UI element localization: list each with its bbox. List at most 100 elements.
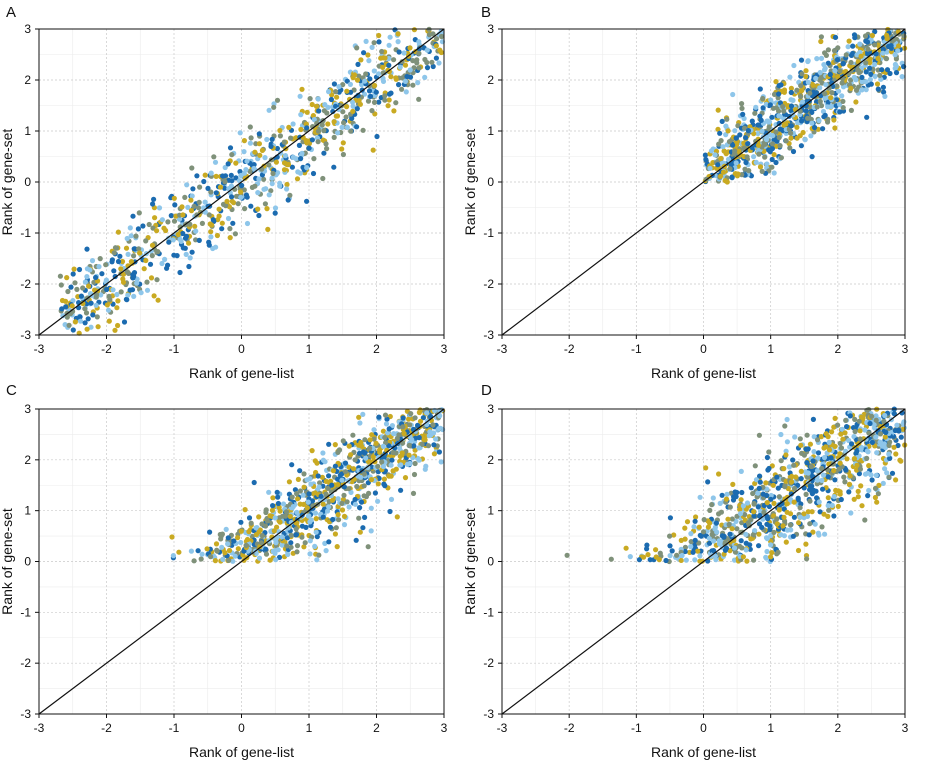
data-point <box>838 445 845 451</box>
data-point <box>813 90 819 96</box>
data-point <box>301 484 307 490</box>
data-point <box>732 549 739 555</box>
y-tick-label: 3 <box>24 22 31 36</box>
data-point <box>287 513 293 520</box>
data-point <box>304 109 310 115</box>
data-point <box>358 57 364 63</box>
data-point <box>809 120 815 126</box>
data-point <box>719 118 725 124</box>
data-point <box>696 524 702 530</box>
data-point <box>423 463 429 469</box>
data-point <box>109 259 115 265</box>
data-point <box>774 521 780 527</box>
data-point <box>840 60 847 67</box>
data-point <box>350 108 356 114</box>
data-point <box>263 546 269 552</box>
data-point <box>295 169 301 175</box>
data-point <box>180 212 186 218</box>
data-point <box>798 57 805 63</box>
data-point <box>657 550 663 556</box>
data-point <box>814 104 820 110</box>
data-point <box>778 155 785 161</box>
data-point <box>873 434 879 440</box>
data-point <box>697 494 703 500</box>
data-point <box>688 539 694 545</box>
data-point <box>115 258 122 265</box>
data-point <box>152 215 158 221</box>
data-point <box>385 430 391 436</box>
data-point <box>128 233 134 239</box>
panel-letter-a: A <box>6 4 16 21</box>
data-point <box>326 473 332 479</box>
data-point <box>125 292 131 298</box>
data-point <box>733 494 739 500</box>
data-point <box>230 220 236 226</box>
data-point <box>282 153 289 159</box>
data-point <box>706 540 713 546</box>
data-point <box>162 256 168 262</box>
data-point <box>855 488 861 494</box>
data-point <box>729 174 735 180</box>
data-point <box>115 229 121 235</box>
data-point <box>356 442 362 448</box>
data-point <box>724 491 730 497</box>
data-point <box>645 552 651 558</box>
data-point <box>874 499 880 505</box>
data-point <box>272 515 278 521</box>
data-point <box>778 431 784 438</box>
data-point <box>118 289 124 295</box>
y-tick-label: -2 <box>483 277 494 291</box>
data-point <box>811 449 817 455</box>
data-point <box>202 199 208 205</box>
data-point <box>301 544 307 550</box>
data-point <box>381 476 387 482</box>
data-point <box>208 229 214 235</box>
ticks-d: -3 -2 -1 0 1 2 3 -3 -2 -1 0 1 2 3 <box>483 402 908 735</box>
data-point <box>274 97 281 103</box>
data-point <box>195 548 201 554</box>
data-point <box>869 32 876 39</box>
data-point <box>862 427 868 433</box>
data-point <box>852 428 858 435</box>
data-point <box>783 452 789 458</box>
data-point <box>759 128 765 134</box>
data-point <box>379 459 385 465</box>
data-point <box>721 534 727 540</box>
data-point <box>232 553 238 559</box>
data-point <box>837 101 843 108</box>
data-point <box>738 538 744 544</box>
data-point <box>381 481 387 487</box>
data-point <box>781 89 788 95</box>
data-point <box>891 444 897 450</box>
data-point <box>143 238 149 244</box>
data-point <box>244 158 250 164</box>
data-point <box>887 70 893 77</box>
data-point <box>403 89 409 95</box>
data-point <box>796 520 802 526</box>
y-tick-label: 1 <box>487 124 494 138</box>
data-point <box>703 157 709 163</box>
data-point <box>301 471 307 477</box>
data-point <box>725 128 731 134</box>
data-point <box>220 173 226 179</box>
data-point <box>790 457 796 463</box>
data-point <box>188 208 195 214</box>
data-point <box>396 82 402 88</box>
data-point <box>787 74 793 80</box>
y-tick-label: 1 <box>487 504 494 518</box>
data-point <box>745 520 751 526</box>
data-point <box>356 73 362 79</box>
data-point <box>70 271 76 277</box>
data-point <box>337 472 343 478</box>
diagonal-line-d <box>501 408 906 715</box>
data-point <box>807 521 813 527</box>
data-point <box>705 479 711 485</box>
data-point <box>397 64 403 70</box>
data-point <box>843 52 849 58</box>
data-point <box>394 435 400 442</box>
data-point <box>895 48 901 54</box>
data-point <box>275 500 281 507</box>
data-point <box>415 422 421 428</box>
data-point <box>266 489 272 495</box>
data-point <box>722 541 728 547</box>
